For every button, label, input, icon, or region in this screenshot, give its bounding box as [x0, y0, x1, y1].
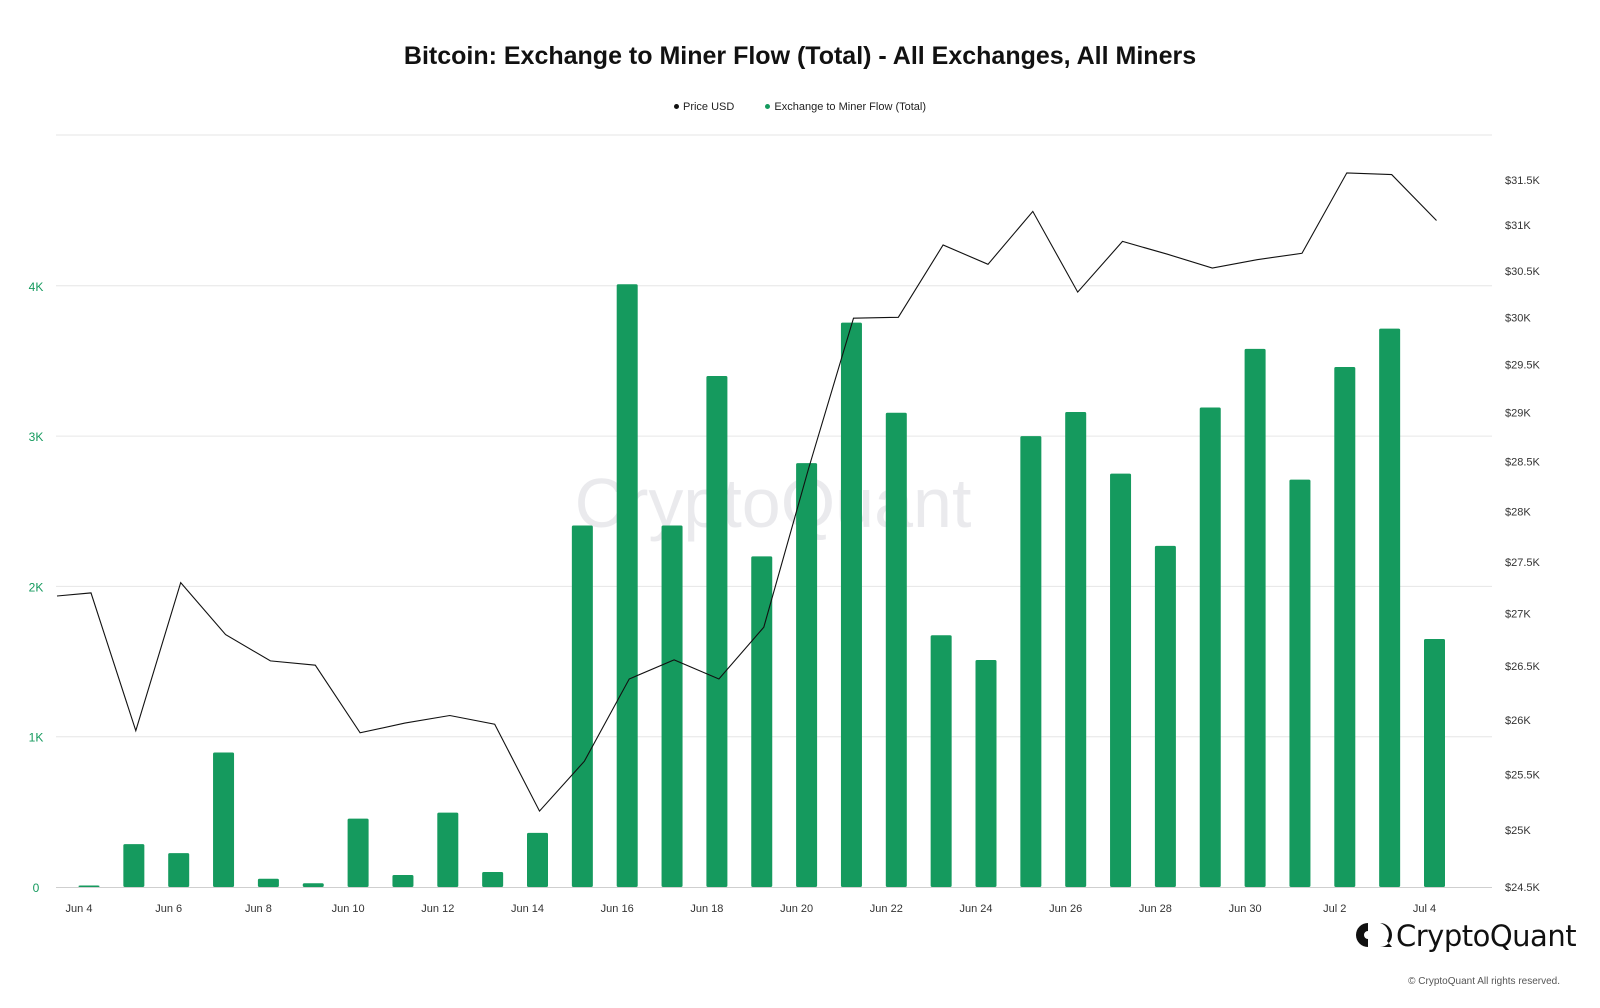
x-tick-label: Jul 2	[1323, 903, 1346, 915]
bar	[213, 752, 235, 887]
bar	[930, 635, 952, 887]
x-tick-label: Jun 22	[870, 903, 903, 915]
x-tick-label: Jun 30	[1229, 903, 1262, 915]
copyright-text: © CryptoQuant All rights reserved.	[1408, 976, 1560, 987]
y-right-tick-label: $26.5K	[1505, 661, 1541, 673]
legend-item-price[interactable]: Price USD	[673, 101, 735, 113]
bar	[1379, 328, 1401, 887]
legend-label-price: Price USD	[682, 101, 735, 113]
y-right-tick-label: $25K	[1505, 825, 1531, 837]
bar	[1110, 473, 1132, 887]
y-right-tick-label: $28K	[1505, 506, 1531, 518]
x-tick-label: Jun 18	[690, 903, 723, 915]
y-right-tick-label: $29K	[1505, 408, 1531, 420]
bar	[571, 525, 593, 887]
bar	[168, 853, 190, 887]
bar	[78, 885, 100, 887]
bar	[257, 878, 279, 887]
bar	[751, 556, 773, 887]
x-tick-label: Jul 4	[1413, 903, 1436, 915]
y-right-tick-label: $27K	[1505, 609, 1531, 621]
y-left-tick-label: 1K	[29, 731, 44, 745]
y-right-tick-label: $26K	[1505, 715, 1531, 727]
x-tick-label: Jun 20	[780, 903, 813, 915]
legend-item-flow[interactable]: Exchange to Miner Flow (Total)	[765, 101, 926, 113]
x-tick-label: Jun 12	[421, 903, 454, 915]
y-right-tick-label: $30K	[1505, 312, 1531, 324]
y-left-tick-label: 0	[33, 881, 40, 895]
y-left-tick-label: 4K	[29, 280, 44, 294]
y-right-tick-label: $25.5K	[1505, 769, 1541, 781]
bar	[1244, 348, 1266, 887]
bar	[1334, 366, 1356, 887]
x-tick-label: Jun 14	[511, 903, 544, 915]
bar	[437, 812, 459, 887]
y-left-tick-label: 3K	[29, 430, 44, 444]
legend-dot-flow	[765, 103, 771, 109]
bar	[885, 412, 907, 887]
brand-logo-text: CryptoQuant	[1396, 919, 1577, 953]
y-left-tick-label: 2K	[29, 580, 44, 594]
x-tick-label: Jun 6	[155, 903, 182, 915]
y-right-tick-label: $31.5K	[1505, 175, 1541, 187]
y-right-tick-label: $27.5K	[1505, 557, 1541, 569]
bar	[796, 463, 818, 887]
bar	[616, 284, 638, 887]
bar	[392, 874, 414, 887]
bar	[706, 375, 728, 887]
x-tick-label: Jun 28	[1139, 903, 1172, 915]
bar	[347, 818, 369, 887]
bar	[527, 832, 548, 887]
x-tick-label: Jun 16	[601, 903, 634, 915]
chart-legend: Price USD Exchange to Miner Flow (Total)	[0, 101, 1600, 113]
y-right-tick-label: $29.5K	[1505, 360, 1541, 372]
x-tick-label: Jun 24	[959, 903, 992, 915]
legend-dot-price	[673, 103, 679, 109]
legend-label-flow: Exchange to Miner Flow (Total)	[774, 101, 927, 113]
x-tick-label: Jun 4	[66, 903, 93, 915]
y-right-tick-label: $24.5K	[1505, 882, 1541, 894]
bar	[840, 322, 862, 887]
y-right-tick-label: $28.5K	[1505, 457, 1541, 469]
bar	[1289, 479, 1311, 887]
x-tick-label: Jun 8	[245, 903, 272, 915]
cryptoquant-logo-icon	[1356, 923, 1392, 947]
bar	[661, 525, 683, 887]
x-tick-label: Jun 26	[1049, 903, 1082, 915]
bar	[123, 844, 145, 887]
bar	[1065, 412, 1087, 887]
price-line	[56, 172, 1437, 813]
x-tick-label: Jun 10	[332, 903, 365, 915]
bar	[482, 871, 504, 887]
bar	[1199, 407, 1221, 887]
chart-title: Bitcoin: Exchange to Miner Flow (Total) …	[403, 42, 1197, 70]
bar	[302, 883, 324, 887]
bar	[1424, 639, 1445, 887]
y-right-tick-label: $30.5K	[1505, 266, 1541, 278]
bar	[1020, 436, 1042, 887]
y-right-tick-label: $31K	[1505, 220, 1531, 232]
bar	[1154, 545, 1176, 887]
bar	[975, 660, 997, 887]
